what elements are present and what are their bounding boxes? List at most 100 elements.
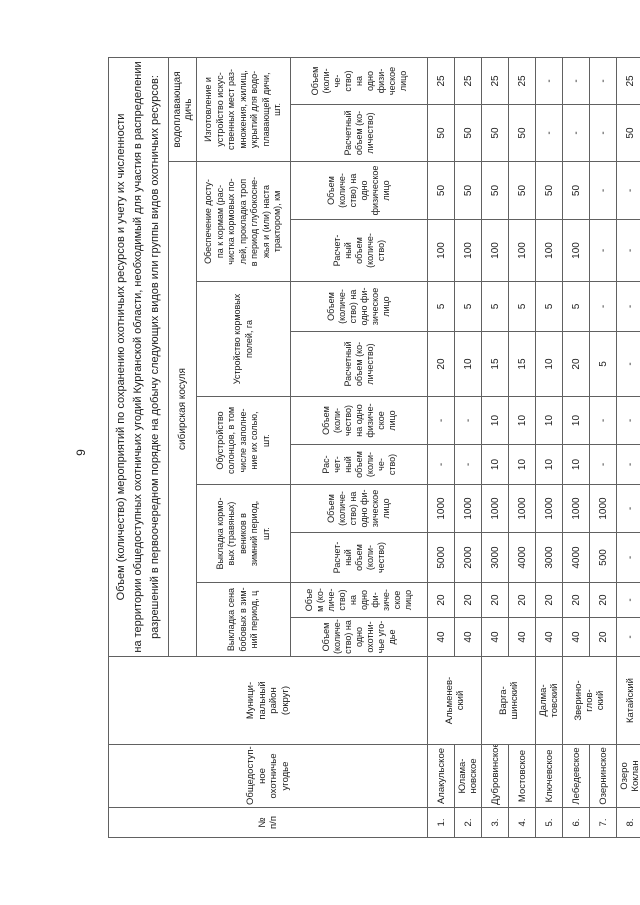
value-cell: - — [589, 396, 617, 445]
value-cell: - — [616, 484, 640, 533]
value-cell: 10 — [562, 444, 590, 485]
value-cell: 40 — [427, 617, 455, 657]
value-cell: 5 — [508, 281, 536, 332]
value-cell: 1000 — [508, 484, 536, 533]
measures-table: № п/п Общедоступ- ное охотничье угодье М… — [108, 57, 640, 838]
value-cell: 50 — [508, 104, 536, 162]
leaf-header: Объем (количе- ство) на одно охотни- чье… — [290, 617, 428, 657]
value-cell: 40 — [481, 617, 509, 657]
district-cell: Альменев- ский — [427, 656, 482, 745]
species-group-waterfowl: водоплавающая дичь — [168, 57, 197, 162]
measure-header-hay: Выкладка сена бобовых в зим- ний период,… — [196, 582, 291, 657]
hunting-ground-cell: Ключевское — [535, 744, 563, 808]
value-cell: 10 — [454, 331, 482, 397]
value-cell: 1000 — [481, 484, 509, 533]
table-title: Объем (количество) мероприятий по сохран… — [108, 57, 169, 657]
value-cell: - — [589, 57, 617, 105]
row-number-cell: 7. — [589, 807, 617, 838]
value-cell: 15 — [481, 331, 509, 397]
value-cell: - — [589, 219, 617, 282]
value-cell: 5 — [427, 281, 455, 332]
value-cell: - — [616, 617, 640, 657]
leaf-header: Объем (количе- ство) на одно физическое … — [290, 161, 428, 220]
value-cell: 100 — [427, 219, 455, 282]
measure-header-waterfowl-shelters: Изготовление и устройство искус- ственны… — [196, 57, 291, 162]
value-cell: 50 — [616, 104, 640, 162]
species-group-roe-deer: сибирская косуля — [168, 161, 197, 657]
measure-header-feed-access: Обеспечение досту- па к кормам (рас- чис… — [196, 161, 291, 282]
value-cell: 10 — [508, 396, 536, 445]
value-cell: 20 — [589, 582, 617, 618]
value-cell: - — [454, 396, 482, 445]
leaf-header: Рас- чет- ный объем (коли- че- ство) — [290, 444, 428, 485]
value-cell: 25 — [481, 57, 509, 105]
row-number-cell: 8. — [616, 807, 640, 838]
value-cell: 100 — [454, 219, 482, 282]
district-cell: Зверино- глов- ский — [562, 656, 617, 745]
value-cell: 50 — [508, 161, 536, 220]
col-header-district: Муници- пальный район (округ) — [108, 656, 428, 745]
value-cell: 20 — [562, 331, 590, 397]
value-cell: 5 — [562, 281, 590, 332]
value-cell: 20 — [454, 582, 482, 618]
value-cell: 3000 — [535, 532, 563, 583]
value-cell: 10 — [481, 444, 509, 485]
table-row: 3. Дубровинское Варга- шинский 40 20 3000 1000… — [481, 57, 536, 838]
hunting-ground-cell: Дубровинское — [481, 744, 509, 808]
value-cell: 10 — [562, 396, 590, 445]
value-cell: 5 — [535, 281, 563, 332]
value-cell: 15 — [508, 331, 536, 397]
value-cell: - — [616, 444, 640, 485]
hunting-ground-cell: Лебедевское — [562, 744, 590, 808]
table-row: 1. Алакульское Альменев- ский 40 20 5000 1000-… — [427, 57, 482, 838]
value-cell: - — [616, 281, 640, 332]
value-cell: 10 — [535, 444, 563, 485]
row-number-cell: 3. — [481, 807, 509, 838]
leaf-header: Расчет- ный объем (коли- чество) — [290, 532, 428, 583]
value-cell: - — [427, 396, 455, 445]
value-cell: 20 — [562, 582, 590, 618]
value-cell: 20 — [535, 582, 563, 618]
leaf-header: Расчетный объем (ко- личество) — [290, 331, 428, 397]
value-cell: 50 — [562, 161, 590, 220]
value-cell: - — [589, 281, 617, 332]
value-cell: 40 — [535, 617, 563, 657]
col-header-hunting-ground: Общедоступ- ное охотничье угодье — [108, 744, 428, 808]
value-cell: 50 — [535, 161, 563, 220]
value-cell: 500 — [589, 532, 617, 583]
district-cell: Варга- шинский — [481, 656, 536, 745]
value-cell: 20 — [589, 617, 617, 657]
value-cell: 1000 — [454, 484, 482, 533]
leaf-header: Объе м (ко- личе- ство) на одно фи- зиче… — [290, 582, 428, 618]
value-cell: 100 — [535, 219, 563, 282]
value-cell: 1000 — [562, 484, 590, 533]
value-cell: - — [616, 396, 640, 445]
row-number-cell: 2. — [454, 807, 482, 838]
value-cell: - — [535, 104, 563, 162]
value-cell: 1000 — [589, 484, 617, 533]
table-row: 6. Лебедевское Зверино- глов- ский 40 20 4000… — [562, 57, 617, 838]
leaf-header: Объем (коли- че- ство) на одно физи- чес… — [290, 57, 428, 105]
table-row: 8. Озеро Коклан Катайский - - - - - - - - - -50 25 — [616, 57, 640, 838]
leaf-header: Расчет- ный объем (количе- ство) — [290, 219, 428, 282]
value-cell: - — [535, 57, 563, 105]
leaf-header: Расчетный объем (ко- личество) — [290, 104, 428, 162]
hunting-ground-cell: Озеро Коклан — [616, 744, 640, 808]
value-cell: 50 — [481, 161, 509, 220]
value-cell: 25 — [508, 57, 536, 105]
hunting-ground-cell: Алакульское — [427, 744, 455, 808]
value-cell: - — [589, 161, 617, 220]
header-row-title: № п/п Общедоступ- ное охотничье угодье М… — [108, 57, 428, 838]
table-row: 5. Ключевское Далма- товский 40 20 3000 1000 10… — [535, 57, 563, 838]
value-cell: 1000 — [427, 484, 455, 533]
value-cell: - — [589, 444, 617, 485]
value-cell: - — [427, 444, 455, 485]
row-number-cell: 4. — [508, 807, 536, 838]
row-number-cell: 6. — [562, 807, 590, 838]
leaf-header: Объем (количе- ство) на одно фи- зическо… — [290, 281, 428, 332]
value-cell: - — [589, 104, 617, 162]
value-cell: 40 — [562, 617, 590, 657]
value-cell: 40 — [454, 617, 482, 657]
